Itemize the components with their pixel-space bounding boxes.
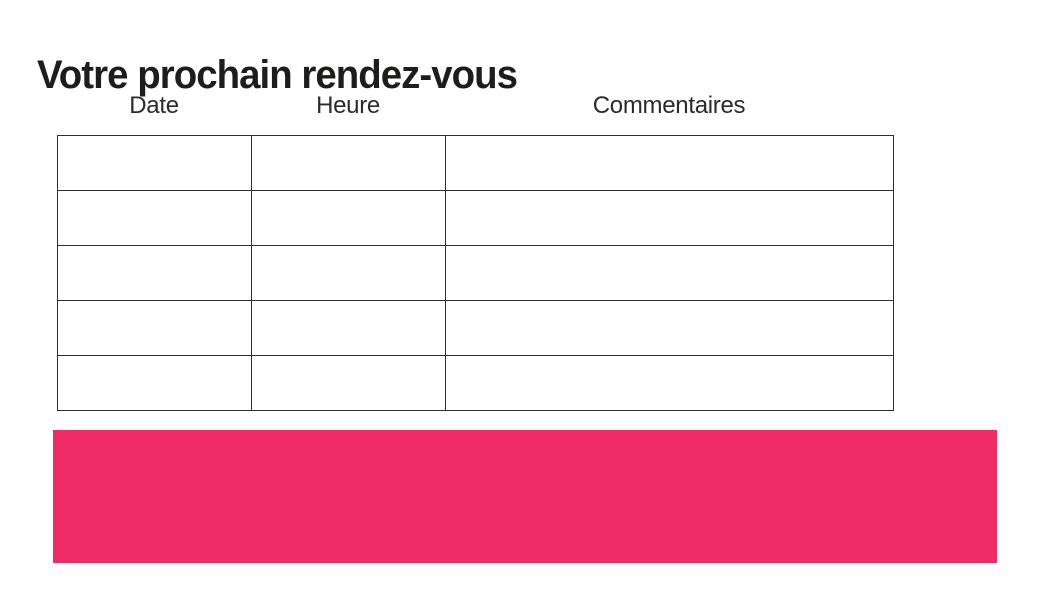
table-cell-date <box>57 300 252 356</box>
table-cell-date <box>57 245 252 301</box>
table-cell-heure <box>251 300 446 356</box>
table-cell-heure <box>251 245 446 301</box>
table-cell-date <box>57 355 252 411</box>
table-row <box>57 135 894 191</box>
page-title: Votre prochain rendez-vous <box>37 52 518 97</box>
table-row <box>57 355 894 411</box>
table-cell-commentaires <box>445 245 894 301</box>
table-cell-commentaires <box>445 300 894 356</box>
table-cell-date <box>57 135 252 191</box>
table-row <box>57 190 894 246</box>
table-cell-date <box>57 190 252 246</box>
table-cell-commentaires <box>445 135 894 191</box>
column-header-date: Date <box>129 92 179 119</box>
table-cell-heure <box>251 355 446 411</box>
pink-accent-banner <box>53 430 997 563</box>
appointment-table <box>57 135 894 411</box>
table-cell-commentaires <box>445 190 894 246</box>
table-cell-heure <box>251 135 446 191</box>
table-cell-heure <box>251 190 446 246</box>
table-row <box>57 245 894 301</box>
table-row <box>57 300 894 356</box>
table-cell-commentaires <box>445 355 894 411</box>
table-header-row: Date Heure Commentaires <box>57 92 893 124</box>
column-header-heure: Heure <box>316 92 380 119</box>
column-header-commentaires: Commentaires <box>592 92 746 119</box>
